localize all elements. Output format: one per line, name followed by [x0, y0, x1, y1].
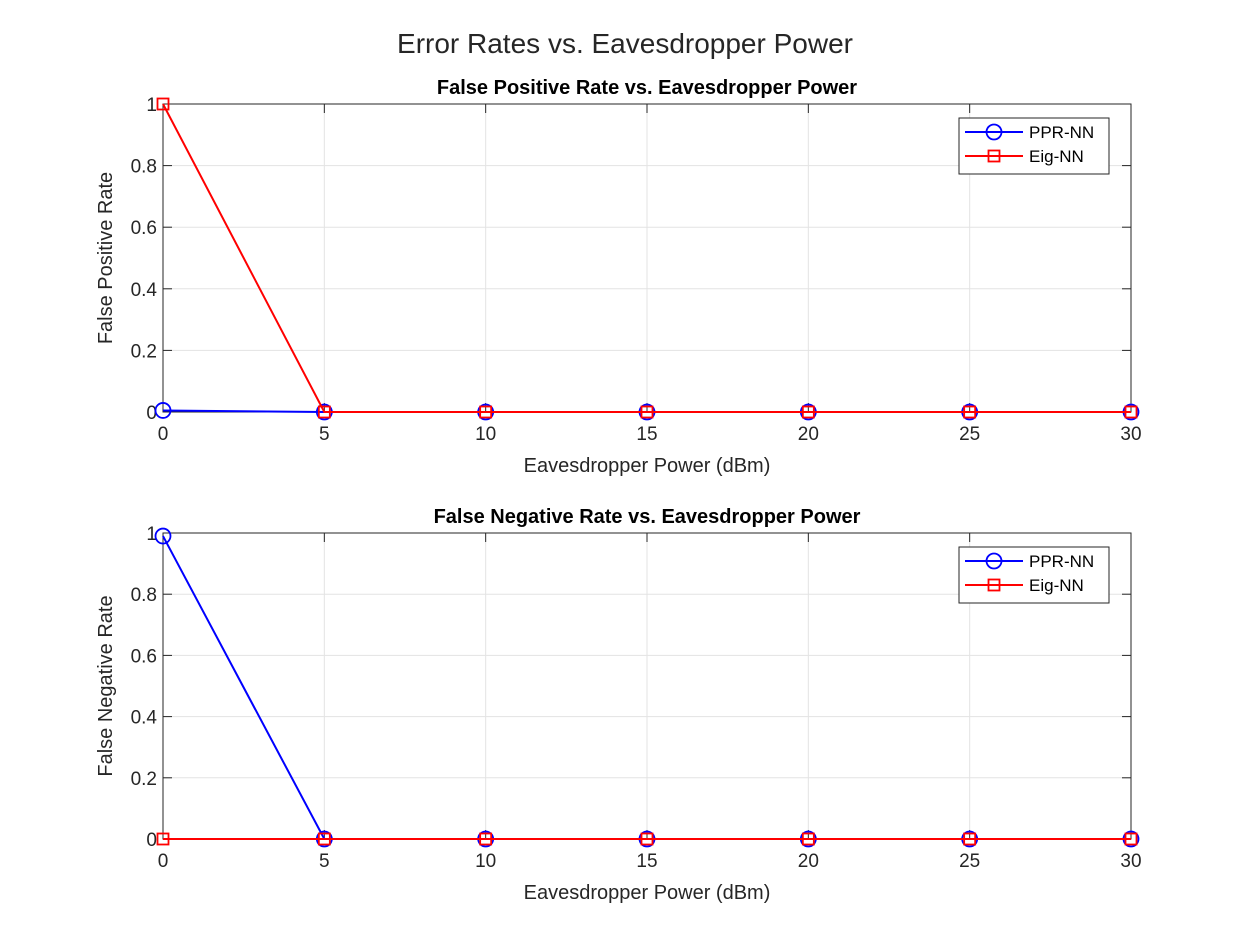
- data-point-marker: [640, 405, 654, 419]
- legend-box: [958, 546, 1110, 604]
- x-tick-label: 15: [636, 424, 657, 445]
- false-negative-subplot: 0 5 10 15 20 25 30 0 0.2 0.4 0.6 0.8 1 False Negative…: [95, 506, 1142, 904]
- x-tick-label: 20: [798, 424, 819, 445]
- legend-marker: [985, 552, 1003, 570]
- y-tick-label: 0: [146, 830, 157, 851]
- figure-title: Error Rates vs. Eavesdropper Power: [397, 28, 853, 59]
- x-tick-label: 10: [475, 424, 496, 445]
- data-point-marker: [640, 832, 654, 846]
- y-tick-label: 0.6: [131, 646, 157, 667]
- x-tick-label: 30: [1120, 424, 1141, 445]
- data-point-marker: [156, 97, 170, 111]
- legend-label: PPR-NN: [1029, 123, 1094, 142]
- x-axis-label: Eavesdropper Power (dBm): [524, 455, 771, 477]
- y-tick-label: 0: [146, 403, 157, 424]
- series-eig-nn: [156, 832, 1138, 846]
- legend-label: Eig-NN: [1029, 576, 1084, 595]
- y-tick-label: 1: [146, 95, 157, 116]
- x-tick-label: 0: [158, 851, 169, 872]
- x-tick-label: 20: [798, 851, 819, 872]
- legend-marker: [985, 123, 1003, 141]
- x-tick-label: 15: [636, 851, 657, 872]
- x-tick-label: 10: [475, 851, 496, 872]
- data-point-marker: [154, 527, 172, 545]
- data-point-marker: [479, 405, 493, 419]
- y-tick-label: 0.2: [131, 769, 157, 790]
- series-line: [162, 103, 1131, 413]
- series-eig-nn: [156, 97, 1138, 419]
- data-point-marker: [801, 832, 815, 846]
- legend-label: Eig-NN: [1029, 147, 1084, 166]
- y-tick-label: 0.4: [131, 708, 158, 729]
- x-tick-label: 0: [158, 424, 169, 445]
- y-tick-label: 1: [146, 524, 157, 545]
- data-point-marker: [317, 832, 331, 846]
- data-point-marker: [154, 402, 172, 419]
- x-tick-label: 30: [1120, 851, 1141, 872]
- legend-label: PPR-NN: [1029, 552, 1094, 571]
- subplot-title: False Positive Rate vs. Eavesdropper Pow…: [437, 77, 857, 99]
- y-axis-label: False Positive Rate: [95, 172, 117, 344]
- data-point-marker: [801, 405, 815, 419]
- y-tick-label: 0.6: [131, 218, 157, 239]
- x-tick-label: 5: [319, 424, 330, 445]
- data-point-marker: [156, 832, 170, 846]
- y-tick-label: 0.4: [131, 280, 158, 301]
- data-point-marker: [1124, 832, 1138, 846]
- data-point-marker: [963, 832, 977, 846]
- legend-box: [958, 117, 1110, 175]
- data-point-marker: [963, 405, 977, 419]
- legend: PPR-NN Eig-NN: [958, 546, 1110, 604]
- data-point-marker: [1124, 405, 1138, 419]
- x-tick-label: 5: [319, 851, 330, 872]
- data-point-marker: [479, 832, 493, 846]
- false-positive-subplot: 0 5 10 15 20 25 30 0 0.2 0.4 0.6 0.8 1 False Positive…: [95, 77, 1142, 477]
- legend-marker: [987, 578, 1001, 592]
- data-point-marker: [317, 405, 331, 419]
- y-tick-label: 0.8: [131, 157, 157, 178]
- legend: PPR-NN Eig-NN: [958, 117, 1110, 175]
- legend-marker: [987, 149, 1001, 163]
- y-tick-label: 0.2: [131, 341, 157, 362]
- x-tick-label: 25: [959, 424, 980, 445]
- y-tick-label: 0.8: [131, 585, 157, 606]
- subplot-title: False Negative Rate vs. Eavesdropper Pow…: [434, 506, 861, 528]
- y-axis-label: False Negative Rate: [95, 595, 117, 776]
- x-tick-label: 25: [959, 851, 980, 872]
- x-axis-label: Eavesdropper Power (dBm): [524, 882, 771, 904]
